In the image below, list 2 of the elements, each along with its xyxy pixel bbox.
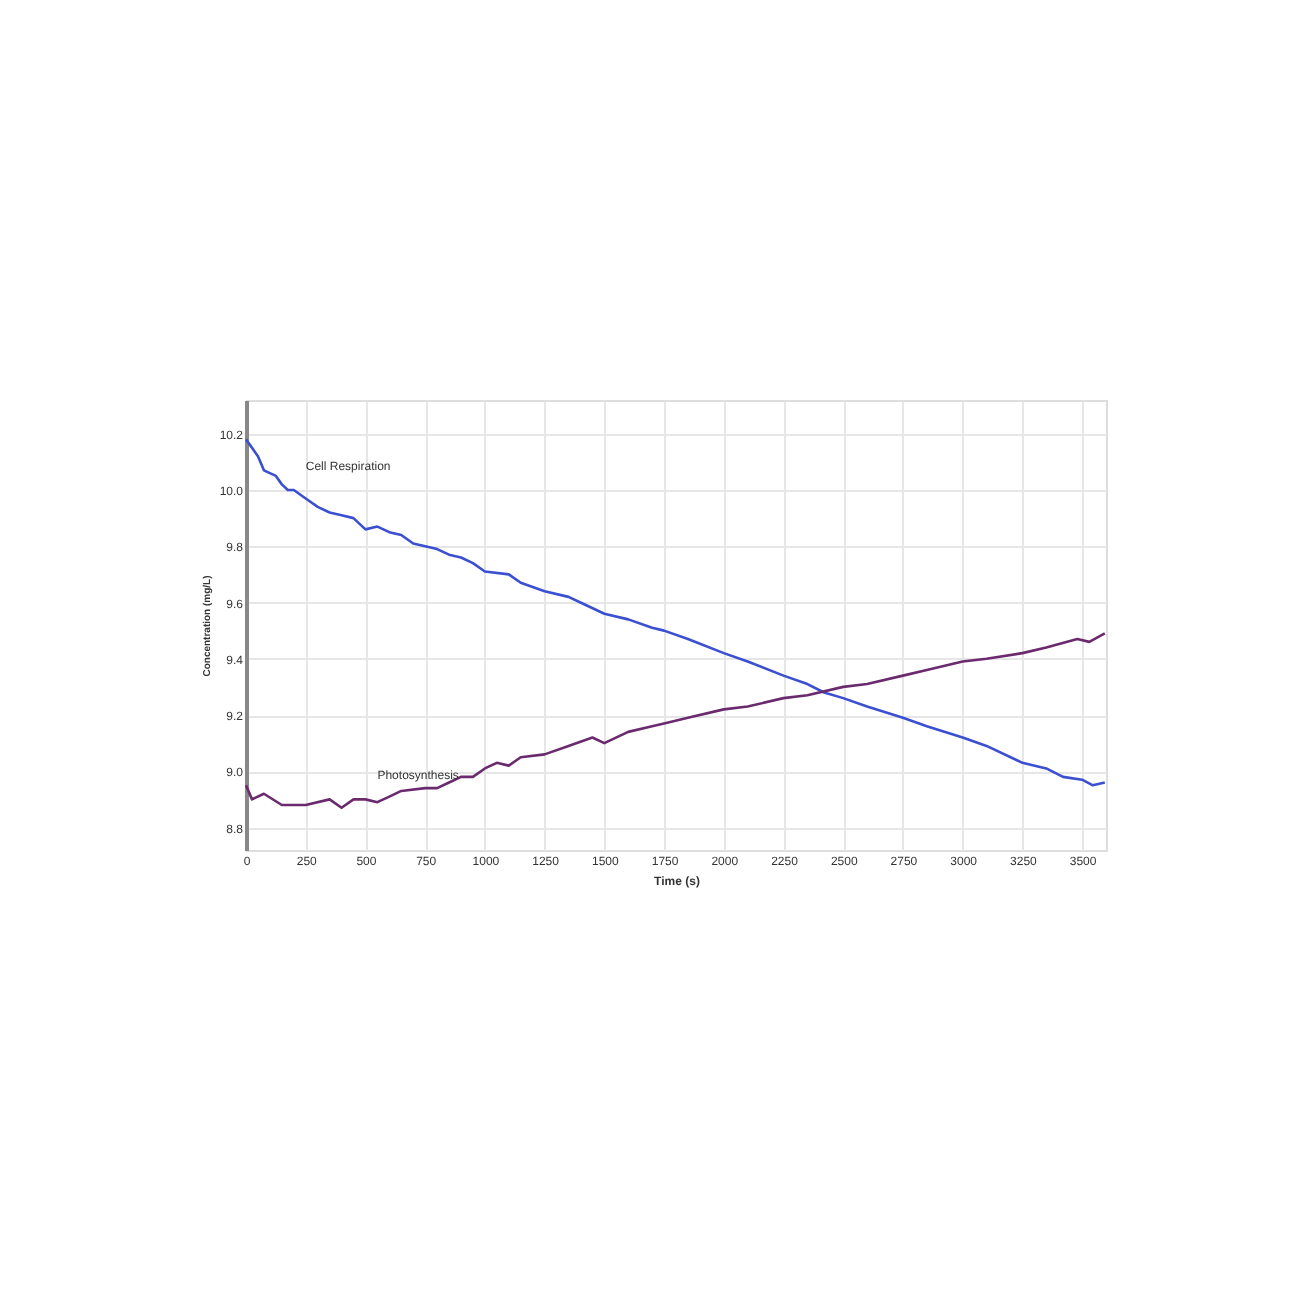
- line-series: [244, 632, 1107, 810]
- line-series: [244, 438, 1107, 787]
